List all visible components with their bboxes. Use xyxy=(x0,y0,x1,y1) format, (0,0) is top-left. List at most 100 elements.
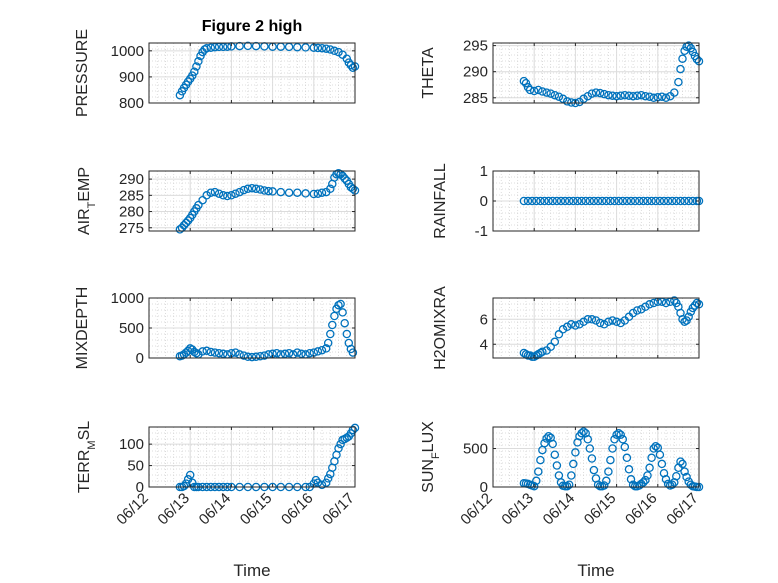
data-point xyxy=(585,444,595,453)
data-point xyxy=(647,196,656,206)
subplot-5: 0 500 1000 MIXDEPTH xyxy=(74,287,358,370)
data-point xyxy=(595,318,605,328)
y-tick-label: 1000 xyxy=(111,43,144,60)
y-axis-label: PRESSURE xyxy=(74,29,91,117)
data-point xyxy=(239,351,249,360)
minor-grid xyxy=(148,43,356,104)
data-point xyxy=(181,218,191,228)
x-tick-label: 06/13 xyxy=(154,490,193,529)
data-point xyxy=(348,348,358,357)
y-axis-label: MIXDEPTH xyxy=(74,287,91,370)
y-tick-label: 0 xyxy=(136,479,144,496)
data-point xyxy=(247,183,257,193)
data-point xyxy=(612,91,621,101)
data-point xyxy=(676,196,685,206)
data-point xyxy=(657,459,667,469)
data-point xyxy=(676,457,685,466)
x-tick-label: 06/12 xyxy=(457,490,496,529)
y-tick-label: 6 xyxy=(480,311,488,328)
data-point xyxy=(612,430,621,439)
data-point xyxy=(326,329,335,339)
data-point xyxy=(591,88,601,97)
data-point xyxy=(268,187,277,196)
data-point xyxy=(657,92,667,101)
data-point xyxy=(624,91,634,100)
data-point xyxy=(334,444,343,453)
data-point xyxy=(560,196,570,206)
data-point xyxy=(562,481,572,491)
x-tick-label: 06/15 xyxy=(237,490,276,529)
y-tick-label: 280 xyxy=(119,204,144,221)
data-point xyxy=(321,44,331,53)
data-point xyxy=(540,196,549,206)
data-point xyxy=(264,186,273,196)
data-point xyxy=(546,342,555,352)
data-point xyxy=(626,196,636,206)
data-point xyxy=(618,196,628,206)
data-point xyxy=(194,200,203,210)
data-point xyxy=(612,317,621,327)
data-point xyxy=(293,188,302,197)
data-point xyxy=(206,43,216,52)
data-point xyxy=(639,196,648,206)
data-point xyxy=(632,91,642,100)
data-point xyxy=(251,184,261,194)
data-point xyxy=(616,91,625,100)
axes-box xyxy=(492,42,700,104)
data-point xyxy=(577,428,586,438)
y-tick-label: 0 xyxy=(480,193,488,210)
y-tick-label: 0 xyxy=(480,479,488,496)
data-point xyxy=(231,348,240,357)
series-markers xyxy=(175,423,360,492)
data-point xyxy=(628,91,638,101)
data-point xyxy=(223,191,232,201)
data-point xyxy=(618,435,628,444)
subplot-8: 0 500 06/12 06/13 06/14 06/15 06/16 06/17 SUNFLU… xyxy=(420,421,704,580)
data-point xyxy=(521,78,531,88)
data-point xyxy=(692,54,702,64)
data-point xyxy=(552,461,562,470)
data-point xyxy=(328,320,337,330)
data-point xyxy=(558,325,568,334)
x-tick-label: 06/16 xyxy=(278,490,317,529)
data-point xyxy=(614,428,623,438)
data-point xyxy=(659,196,669,206)
data-point xyxy=(684,196,693,206)
data-point xyxy=(641,91,650,101)
data-point xyxy=(597,196,607,206)
data-point xyxy=(599,481,609,490)
data-point xyxy=(604,467,613,476)
data-point xyxy=(550,450,560,459)
data-point xyxy=(183,216,193,225)
data-point xyxy=(538,87,547,96)
data-point xyxy=(194,57,203,66)
data-point xyxy=(202,43,211,53)
data-point xyxy=(643,471,652,480)
data-point xyxy=(527,196,537,206)
y-axis-label: H2OMIXRA xyxy=(432,286,449,370)
data-point xyxy=(301,43,310,52)
data-point xyxy=(647,453,656,463)
data-point xyxy=(218,349,228,359)
data-point xyxy=(210,348,220,357)
subplot-6: 4 6 H2OMIXRA xyxy=(432,286,704,370)
y-tick-label: 290 xyxy=(463,64,488,81)
data-point xyxy=(670,296,679,305)
data-point xyxy=(680,317,689,327)
y-tick-label: 0 xyxy=(136,350,144,367)
x-tick-label: 06/14 xyxy=(196,490,235,529)
subplot-2: 285 290 295 THETA xyxy=(420,38,704,108)
data-point xyxy=(536,196,545,206)
data-point xyxy=(251,352,261,362)
data-point xyxy=(606,455,615,465)
data-point xyxy=(544,431,553,441)
data-point xyxy=(558,94,568,104)
y-tick-label: 295 xyxy=(463,38,488,55)
data-point xyxy=(525,85,535,95)
data-point xyxy=(595,88,605,98)
data-point xyxy=(336,439,345,449)
data-point xyxy=(630,196,640,206)
data-point xyxy=(670,88,679,97)
data-point xyxy=(579,317,588,327)
data-point xyxy=(280,349,290,359)
